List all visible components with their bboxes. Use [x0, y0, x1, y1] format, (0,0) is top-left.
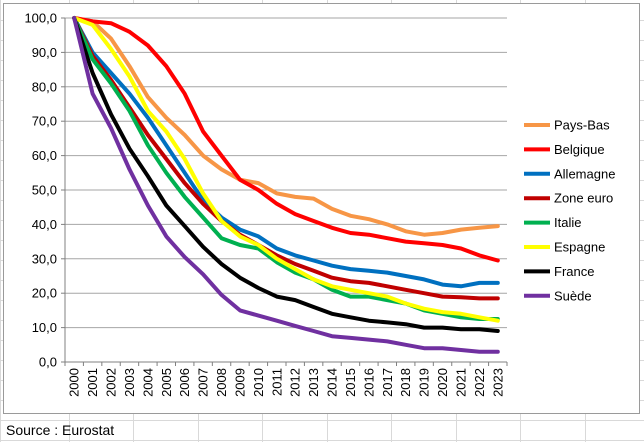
x-tick-label: 2010: [251, 368, 266, 397]
x-tick-label: 2020: [435, 368, 450, 397]
x-tick-label: 2018: [398, 368, 413, 397]
x-tick-label: 2021: [453, 368, 468, 397]
x-tick-label: 2001: [85, 368, 100, 397]
series-line-france: [72, 16, 500, 333]
source-note: Source : Eurostat: [6, 422, 115, 438]
x-tick-label: 2011: [269, 368, 284, 396]
x-tick-label: 2005: [159, 368, 174, 397]
legend: Pays-Bas Belgique Allemagne Zone euro Italie…: [524, 118, 615, 303]
x-tick-label: 2023: [490, 368, 505, 397]
line-chart: 0,0 10,0 20,0 30,0 40,0 50,0 60,0 70,0 80,0 90,0 1…: [24, 11, 615, 397]
y-tick-label: 80,0: [32, 79, 57, 94]
y-tick-label: 40,0: [32, 217, 57, 232]
y-tick-label: 20,0: [32, 286, 57, 301]
y-tick-label: 10,0: [32, 320, 57, 335]
x-tick-label: 2007: [196, 368, 211, 397]
y-tick-label: 0,0: [39, 355, 57, 370]
series-line-espagne: [72, 16, 500, 323]
series-line-pays-bas: [72, 16, 500, 237]
y-tick-label: 30,0: [32, 251, 57, 266]
legend-label: France: [554, 264, 594, 279]
axes: [61, 17, 508, 366]
x-tick-label: 2000: [67, 368, 82, 397]
legend-label: Espagne: [554, 240, 605, 255]
x-tick-label: 2012: [288, 368, 303, 397]
x-tick-label: 2016: [361, 368, 376, 397]
x-tick-label: 2008: [214, 368, 229, 397]
series-line-allemagne: [72, 16, 500, 289]
y-tick-label: 70,0: [32, 114, 57, 129]
x-tick-label: 2004: [140, 368, 155, 397]
chart-area[interactable]: 0,0 10,0 20,0 30,0 40,0 50,0 60,0 70,0 80,0 90,0 1…: [3, 3, 640, 414]
x-tick-label: 2003: [122, 368, 137, 397]
y-tick-label: 50,0: [32, 183, 57, 198]
series-lines: [72, 16, 500, 354]
y-tick-label: 100,0: [24, 11, 57, 26]
legend-label: Allemagne: [554, 166, 615, 181]
legend-label: Suède: [554, 288, 592, 303]
series-line-italie: [72, 16, 500, 321]
x-tick-label: 2002: [104, 368, 119, 397]
y-tick-label: 90,0: [32, 45, 57, 60]
x-tick-label: 2009: [232, 368, 247, 397]
legend-label: Belgique: [554, 142, 605, 157]
x-tick-label: 2022: [472, 368, 487, 397]
legend-label: Zone euro: [554, 191, 613, 206]
x-tick-label: 2013: [306, 368, 321, 397]
y-tick-label: 60,0: [32, 148, 57, 163]
x-tick-label: 2015: [343, 368, 358, 397]
series-line-suède: [72, 16, 500, 354]
legend-label: Italie: [554, 215, 581, 230]
series-line-belgique: [72, 16, 500, 263]
x-tick-label: 2014: [325, 368, 340, 397]
series-line-zone-euro: [72, 16, 500, 301]
x-tick-label: 2019: [417, 368, 432, 397]
legend-label: Pays-Bas: [554, 118, 610, 133]
x-tick-label: 2006: [177, 368, 192, 397]
x-axis-tick-labels: 2000 2001 2002 2003 2004 2005 2006 2007 2008 2009…: [67, 368, 506, 397]
y-axis-tick-labels: 0,0 10,0 20,0 30,0 40,0 50,0 60,0 70,0 80,0 90,0 1…: [24, 11, 57, 370]
x-tick-label: 2017: [380, 368, 395, 397]
